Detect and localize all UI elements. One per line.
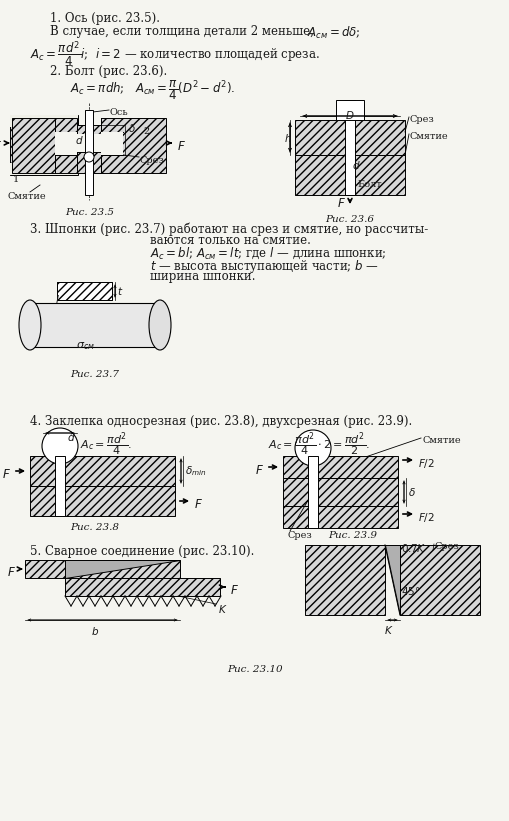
Text: $t$ — высота выступающей части; $b$ —: $t$ — высота выступающей части; $b$ — [150,258,379,275]
Bar [400,545,480,615]
Bar [77,125,101,173]
Bar [65,578,220,596]
Bar [283,478,398,506]
Text: $A_c = \dfrac{\pi d^2}{4}\cdot 2 = \dfrac{\pi d^2}{2}.$: $A_c = \dfrac{\pi d^2}{4}\cdot 2 = \dfra… [268,431,370,459]
Text: $d$: $d$ [67,431,76,443]
Text: 2: 2 [143,127,149,136]
Text: Срез: Срез [410,115,435,124]
Bar [30,456,175,486]
Text: Рис. 23.10: Рис. 23.10 [227,665,283,674]
Bar [345,100,355,195]
Bar [10,115,78,175]
Text: $A_c = \dfrac{\pi d^2}{4}i$;  $i = 2$ — количество площадей среза.: $A_c = \dfrac{\pi d^2}{4}i$; $i = 2$ — к… [30,40,320,69]
Text: $F$: $F$ [255,464,264,477]
Text: В случае, если толщина детали 2 меньше,: В случае, если толщина детали 2 меньше, [50,25,314,38]
Polygon shape [385,545,400,615]
Text: $\delta_{min}$: $\delta_{min}$ [185,464,207,478]
Bar [25,560,180,578]
Text: $0.7K$: $0.7K$ [401,542,426,554]
Circle shape [42,428,78,464]
Text: 5. Сварное соединение (рис. 23.10).: 5. Сварное соединение (рис. 23.10). [30,545,254,558]
Text: Рис. 23.5: Рис. 23.5 [66,208,115,217]
Text: $F$: $F$ [7,566,16,579]
Text: Смятие: Смятие [410,132,448,141]
Bar [55,132,77,155]
Bar [10,115,78,127]
Text: $F$: $F$ [2,468,11,481]
Text: Ось: Ось [110,108,129,117]
Ellipse shape [19,300,41,350]
Text: 2. Болт (рис. 23.6).: 2. Болт (рис. 23.6). [50,65,167,78]
Bar [85,110,93,195]
Text: Рис. 23.9: Рис. 23.9 [328,531,377,540]
Ellipse shape [149,300,171,350]
Bar [77,134,101,152]
Text: $d$: $d$ [75,134,83,146]
Bar [55,456,65,516]
Bar [10,163,78,175]
Text: $\delta$: $\delta$ [128,122,136,134]
Text: $F$: $F$ [177,140,186,153]
Text: $d$: $d$ [352,159,360,171]
Bar [283,456,398,478]
Text: $b$: $b$ [91,625,99,637]
Text: 4. Заклепка односрезная (рис. 23.8), двухсрезная (рис. 23.9).: 4. Заклепка односрезная (рис. 23.8), дву… [30,415,412,428]
Bar [57,282,112,300]
Text: Рис. 23.7: Рис. 23.7 [71,370,120,379]
Text: $A_c = bl$; $A_{см} = lt$; где $l$ — длина шпонки;: $A_c = bl$; $A_{см} = lt$; где $l$ — дли… [150,246,387,261]
Bar [101,132,123,155]
Text: $F/2$: $F/2$ [418,511,435,524]
Text: 3. Шпонки (рис. 23.7) работают на срез и смятие, но рассчиты-: 3. Шпонки (рис. 23.7) работают на срез и… [30,222,428,236]
Bar [305,545,385,615]
Text: $h$: $h$ [284,132,292,144]
Text: $F$: $F$ [230,584,239,597]
Bar [295,155,405,195]
Text: 1: 1 [13,175,19,184]
Bar [30,303,160,347]
Text: $K$: $K$ [384,624,394,636]
Text: $45°$: $45°$ [401,585,420,597]
Bar [308,456,318,528]
Text: Смятие: Смятие [8,192,47,201]
Bar [101,118,166,173]
Text: $A_c = \dfrac{\pi d^2}{4}.$: $A_c = \dfrac{\pi d^2}{4}.$ [80,431,132,459]
Text: Рис. 23.8: Рис. 23.8 [71,523,120,532]
Text: $F$: $F$ [194,498,203,511]
Text: Срез: Срез [435,542,460,551]
Text: Срез: Срез [288,531,313,540]
Circle shape [295,430,331,466]
Bar [57,282,112,300]
Bar [336,100,364,120]
Text: Смятие: Смятие [423,436,462,445]
Text: $\delta$: $\delta$ [408,486,416,498]
Text: $K$: $K$ [218,603,228,615]
Text: Срез: Срез [140,156,165,165]
Text: $F$: $F$ [0,140,2,153]
Bar [345,155,355,195]
Bar [12,118,77,173]
Text: $\sigma_{см}$: $\sigma_{см}$ [75,340,95,352]
Bar [295,120,405,155]
Text: $l$: $l$ [55,293,60,305]
Text: Болт: Болт [357,180,382,189]
Circle shape [84,152,94,162]
Text: 1. Ось (рис. 23.5).: 1. Ось (рис. 23.5). [50,12,160,25]
Text: Рис. 23.6: Рис. 23.6 [325,215,375,224]
Text: $F$: $F$ [337,197,346,210]
Text: $A_c = \pi dh$;   $A_{см} = \dfrac{\pi}{4}(D^2 - d^2).$: $A_c = \pi dh$; $A_{см} = \dfrac{\pi}{4}… [70,78,235,102]
Text: $A_{см} = d\delta$;: $A_{см} = d\delta$; [304,25,361,41]
Text: ваются только на смятие.: ваются только на смятие. [150,234,311,247]
Polygon shape [65,560,180,578]
Text: $t$: $t$ [117,285,123,297]
Text: $F/2$: $F/2$ [418,457,435,470]
Bar [30,486,175,516]
Text: ширина шпонки.: ширина шпонки. [150,270,256,283]
Text: $D$: $D$ [345,109,355,121]
Bar [283,506,398,528]
